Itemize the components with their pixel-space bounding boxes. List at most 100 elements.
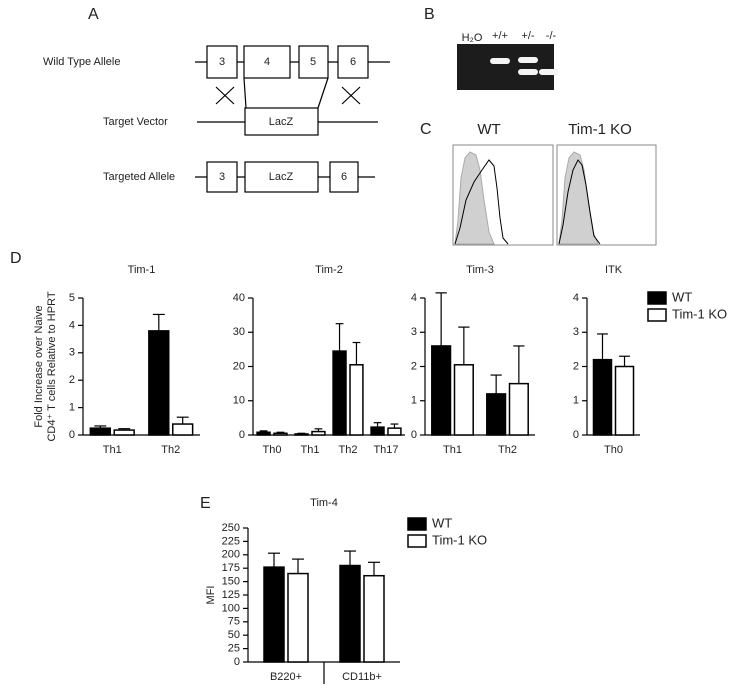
panel-label: E	[200, 495, 211, 512]
lane-label: +/+	[492, 30, 508, 42]
bar	[363, 574, 385, 663]
exon-label: 4	[264, 56, 270, 68]
y-tick-label: 225	[222, 535, 240, 547]
y-tick-label: 2	[573, 360, 579, 372]
legend-swatch	[647, 291, 667, 305]
x-tick-label: Th1	[103, 444, 122, 456]
x-tick-label: Th2	[161, 444, 180, 456]
chart-title: Tim-1	[128, 264, 156, 276]
x-tick-label: Th0	[604, 444, 623, 456]
lane-label: -/-	[546, 30, 557, 42]
allele-label: Targeted Allele	[103, 171, 175, 183]
exon-label: 5	[310, 56, 316, 68]
bar	[370, 426, 385, 436]
exon-label: 3	[219, 171, 225, 183]
flow-label: Tim-1 KO	[568, 121, 632, 138]
allele-diagram	[195, 45, 390, 193]
chart-title: Tim-2	[315, 264, 343, 276]
allele-label: Target Vector	[103, 116, 168, 128]
y-tick-label: 200	[222, 549, 240, 561]
legend-label: WT	[432, 515, 452, 530]
stain-histogram	[558, 159, 601, 245]
bar	[431, 345, 452, 436]
panel-label: C	[420, 121, 432, 138]
y-tick-label: 1	[411, 395, 417, 407]
y-tick-label: 3	[573, 326, 579, 338]
y-tick-label: 5	[69, 292, 75, 304]
y-tick-label: 2	[411, 360, 417, 372]
y-tick-label: 50	[228, 629, 240, 641]
isotype-histogram	[558, 151, 599, 245]
allele-label: Wild Type Allele	[43, 56, 120, 68]
bar	[148, 330, 170, 436]
x-tick-label: Th2	[339, 444, 358, 456]
chart-title: Tim-4	[310, 497, 338, 509]
isotype-histogram	[454, 151, 495, 245]
legend-swatch	[407, 517, 427, 531]
bar	[592, 358, 613, 436]
legend-swatch	[407, 534, 427, 548]
bar	[508, 382, 529, 436]
y-axis-label: Fold Increase over Naive	[33, 305, 45, 427]
exon-label: 6	[341, 171, 347, 183]
bar	[339, 564, 361, 663]
panel-label: A	[88, 6, 99, 23]
lane-label: H₂O	[462, 32, 483, 44]
bar	[311, 430, 326, 436]
y-tick-label: 250	[222, 522, 240, 534]
exon-label: LacZ	[269, 171, 294, 183]
legend-label: WT	[672, 289, 692, 304]
y-tick-label: 0	[573, 429, 579, 441]
exon-label: 3	[219, 56, 225, 68]
lane-label: +/-	[521, 30, 534, 42]
bar	[113, 429, 135, 436]
gel	[457, 44, 554, 90]
y-tick-label: 125	[222, 589, 240, 601]
x-tick-label: Th0	[263, 444, 282, 456]
bar	[273, 432, 288, 436]
chart-title: ITK	[605, 264, 623, 276]
y-tick-label: 0	[239, 429, 245, 441]
y-tick-label: 1	[573, 395, 579, 407]
gel-bands	[490, 57, 559, 75]
bar	[89, 427, 111, 436]
legend-swatch	[647, 308, 667, 322]
y-tick-label: 2	[69, 374, 75, 386]
bar	[256, 431, 271, 436]
panel-label: D	[10, 250, 22, 267]
bar	[287, 572, 309, 663]
y-tick-label: 0	[234, 656, 240, 668]
legend-label: Tim-1 KO	[672, 306, 727, 321]
bar	[614, 365, 635, 436]
bar	[486, 393, 507, 436]
y-tick-label: 4	[69, 319, 75, 331]
y-tick-label: 4	[573, 292, 579, 304]
bar	[172, 423, 194, 436]
y-tick-label: 30	[233, 326, 245, 338]
bar	[294, 433, 309, 436]
charts: Tim-1 0 1 2 3 4 5 Fold Increase over Naive CD4⁺ …	[33, 264, 727, 684]
y-tick-label: 3	[411, 326, 417, 338]
exon-label: LacZ	[269, 116, 294, 128]
y-tick-label: 75	[228, 616, 240, 628]
y-axis-label: CD4⁺ T cells Relative to HPRT	[46, 291, 58, 441]
bar	[387, 427, 402, 436]
x-tick-label: Th17	[373, 444, 398, 456]
y-axis-label: MFI	[205, 586, 217, 605]
y-tick-label: 3	[69, 347, 75, 359]
bar	[263, 566, 285, 663]
x-tick-label: Th1	[443, 444, 462, 456]
x-tick-label: B220+	[270, 671, 302, 683]
x-tick-label: Th1	[301, 444, 320, 456]
exon-label: 6	[350, 56, 356, 68]
y-tick-label: 1	[69, 402, 75, 414]
y-tick-label: 175	[222, 562, 240, 574]
bar	[332, 350, 347, 436]
y-tick-label: 40	[233, 292, 245, 304]
bar	[453, 364, 474, 436]
y-tick-label: 100	[222, 602, 240, 614]
y-tick-label: 4	[411, 292, 417, 304]
stain-histogram	[454, 159, 509, 245]
y-tick-label: 10	[233, 395, 245, 407]
